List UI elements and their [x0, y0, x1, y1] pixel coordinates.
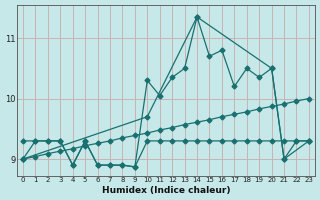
- X-axis label: Humidex (Indice chaleur): Humidex (Indice chaleur): [102, 186, 230, 195]
